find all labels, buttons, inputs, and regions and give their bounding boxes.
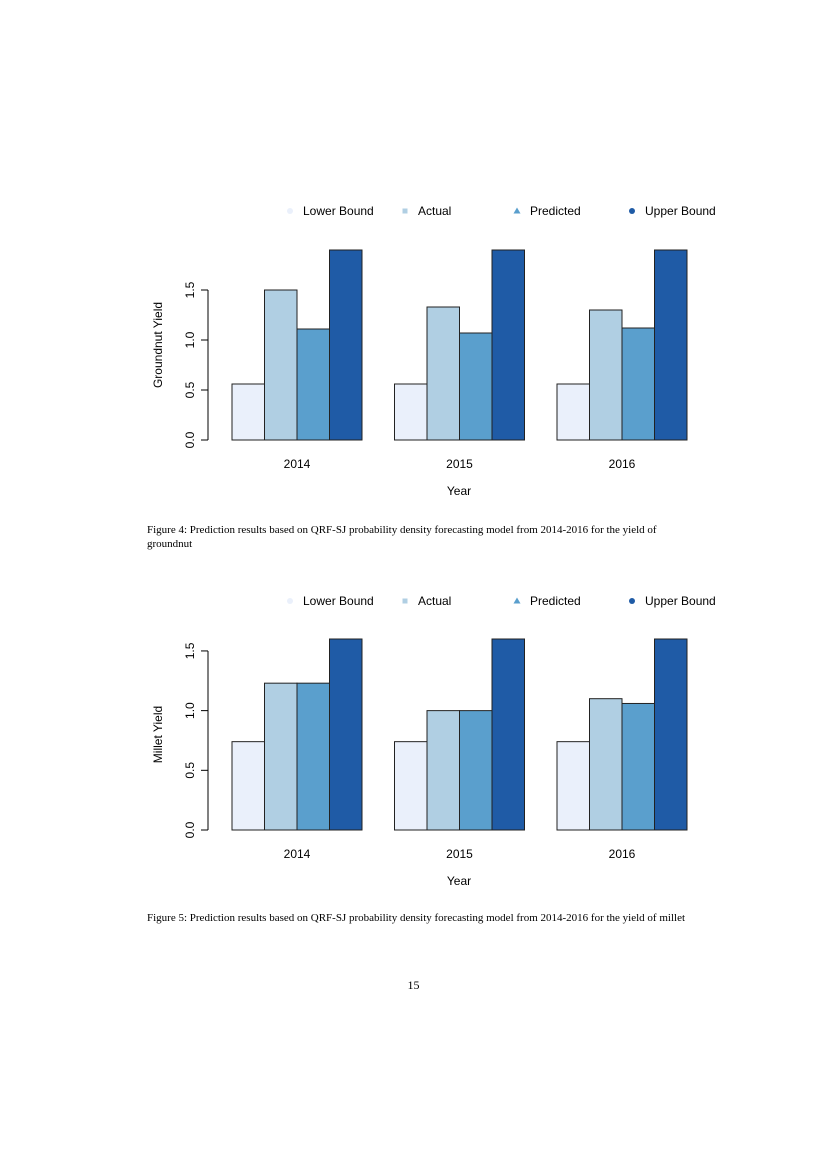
y-tick-label: 0.5 <box>183 381 197 398</box>
legend-label: Upper Bound <box>645 594 716 608</box>
y-tick-label: 0.0 <box>183 821 197 838</box>
bar <box>491 249 525 441</box>
legend-marker <box>629 598 635 604</box>
bar <box>459 332 493 441</box>
x-axis-label: Year <box>447 874 471 888</box>
bar <box>589 698 623 831</box>
bar <box>621 327 655 441</box>
legend-marker <box>402 598 408 604</box>
x-tick-label: 2016 <box>609 457 636 471</box>
bar <box>556 741 590 831</box>
legend-label: Lower Bound <box>303 594 374 608</box>
y-tick-label: 0.5 <box>183 762 197 779</box>
y-tick-label: 0.0 <box>183 431 197 448</box>
page-number: 15 <box>407 978 420 992</box>
y-tick-label: 1.5 <box>183 642 197 659</box>
bar <box>589 309 623 441</box>
legend-label: Actual <box>418 594 451 608</box>
bar <box>296 682 330 831</box>
x-tick-label: 2016 <box>609 847 636 861</box>
bar <box>394 383 428 441</box>
legend-marker <box>629 208 635 214</box>
caption: Figure 4: Prediction results based on QR… <box>147 524 657 550</box>
y-tick-label: 1.5 <box>183 281 197 298</box>
bar <box>491 638 525 831</box>
bar <box>654 638 688 831</box>
y-axis-label: Groundnut Yield <box>151 302 165 388</box>
legend-marker <box>402 208 408 214</box>
legend-marker <box>287 598 293 604</box>
x-tick-label: 2015 <box>446 847 473 861</box>
bar <box>459 710 493 831</box>
legend-label: Lower Bound <box>303 204 374 218</box>
x-tick-label: 2014 <box>284 847 311 861</box>
legend-label: Predicted <box>530 594 581 608</box>
bar <box>654 249 688 441</box>
bar <box>426 306 460 441</box>
legend-marker <box>513 597 521 604</box>
bar <box>296 328 330 441</box>
legend-label: Upper Bound <box>645 204 716 218</box>
legend-label: Actual <box>418 204 451 218</box>
bar <box>621 702 655 831</box>
bar <box>426 710 460 831</box>
bar <box>231 383 265 441</box>
bar <box>556 383 590 441</box>
bar <box>264 682 298 831</box>
bar <box>264 289 298 441</box>
x-axis-label: Year <box>447 484 471 498</box>
bar <box>394 741 428 831</box>
legend-marker <box>287 208 293 214</box>
bar <box>231 741 265 831</box>
y-axis-label: Millet Yield <box>151 706 165 763</box>
x-tick-label: 2014 <box>284 457 311 471</box>
bar <box>329 638 363 831</box>
bar <box>329 249 363 441</box>
y-tick-label: 1.0 <box>183 331 197 348</box>
y-tick-label: 1.0 <box>183 702 197 719</box>
legend-label: Predicted <box>530 204 581 218</box>
caption: Figure 5: Prediction results based on QR… <box>147 912 686 924</box>
legend-marker <box>513 207 521 214</box>
x-tick-label: 2015 <box>446 457 473 471</box>
